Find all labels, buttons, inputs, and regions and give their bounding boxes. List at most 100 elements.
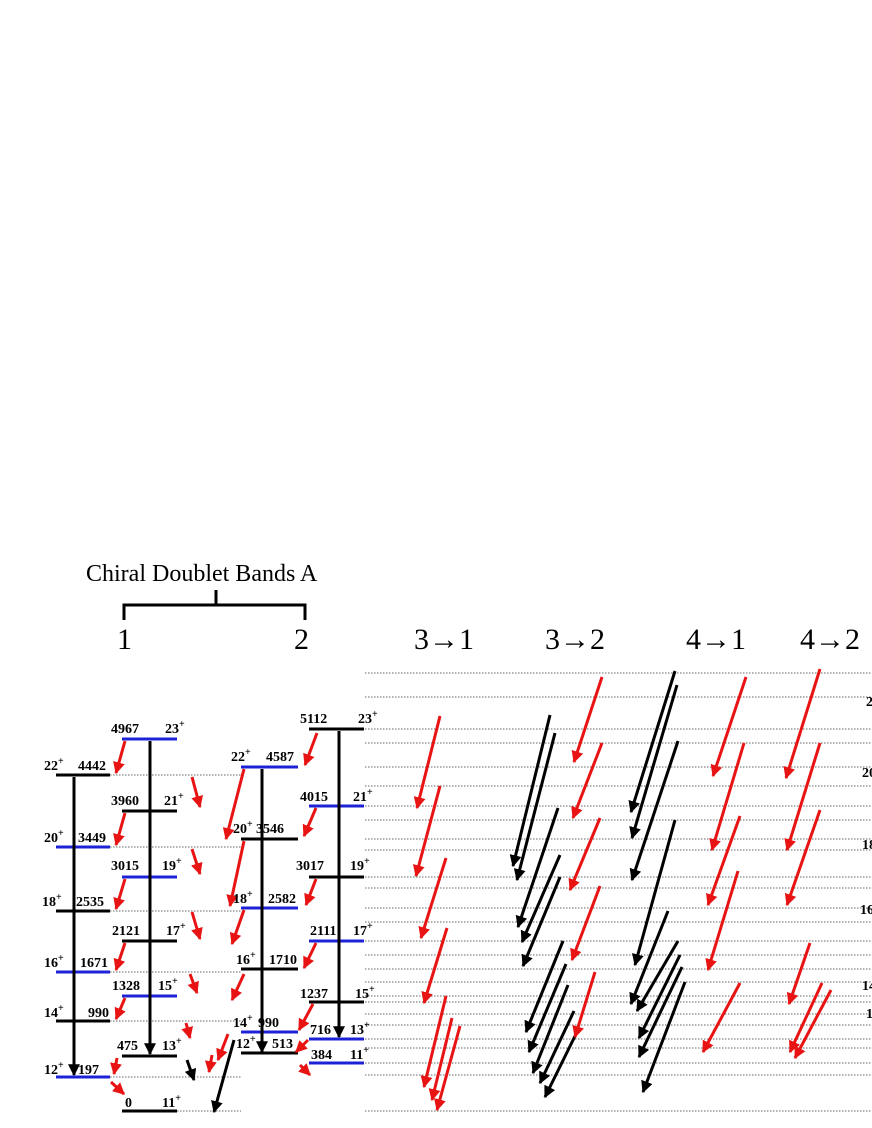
m1-transition-arrow	[114, 997, 127, 1021]
band2-spin-label: 22+	[231, 747, 251, 765]
m1-transition-arrow	[705, 870, 740, 972]
m1-transition-arrow	[113, 740, 127, 775]
band2-spin-label: 23+	[358, 709, 378, 727]
m1-transition-arrow	[187, 973, 199, 995]
transition-label-3-to-2: 3→2	[545, 623, 605, 656]
band2-energy-label: 2582	[268, 892, 296, 907]
transition-label-4-to-1: 4→1	[686, 623, 746, 656]
m1-transition-arrow	[413, 715, 442, 810]
band2-energy-label: 3017	[296, 859, 324, 874]
band2-energy-label: 384	[311, 1048, 332, 1063]
e2-transition-arrow	[520, 854, 562, 944]
band1-spin-label: 23+	[165, 719, 185, 737]
e2-transition-arrow	[513, 732, 557, 882]
band1-spin-label: 22+	[44, 756, 64, 774]
m1-transition-arrow	[226, 840, 246, 908]
m1-transition-arrow	[786, 942, 812, 1006]
m1-transition-arrow	[420, 995, 448, 1089]
e2-transition-arrow	[538, 1010, 576, 1085]
band1-energy-label: 1671	[80, 956, 108, 971]
band2-energy-label: 4015	[300, 790, 328, 805]
band1-spin-label: 17+	[166, 921, 186, 939]
band1-energy-label: 3015	[111, 859, 139, 874]
m1-transition-arrow	[190, 848, 203, 876]
band2-spin-label: 16+	[236, 950, 256, 968]
m1-transition-arrow	[109, 1080, 126, 1096]
m1-transition-arrow	[788, 982, 824, 1054]
diagram-title: Chiral Doublet Bands A	[86, 561, 318, 587]
band2-energy-label: 3546	[256, 822, 284, 837]
doublet-bracket	[122, 590, 307, 620]
m1-transition-arrow	[216, 1033, 230, 1062]
band-label-2: 2	[294, 623, 309, 656]
m1-transition-arrow	[571, 676, 604, 764]
m1-transition-arrow	[113, 878, 127, 911]
band2-energy-label: 2111	[310, 924, 336, 939]
band1-energy-label: 4442	[78, 759, 106, 774]
band2-spin-label: 13+	[350, 1020, 370, 1038]
m1-transition-arrow	[709, 742, 746, 852]
e2-transition-arrow	[521, 876, 562, 968]
m1-transition-arrow	[434, 1025, 462, 1112]
e2-transition-arrow	[629, 910, 670, 1006]
e2-transition-arrow	[637, 966, 684, 1059]
m1-transition-arrow	[181, 1022, 194, 1040]
m1-transition-arrow	[113, 812, 127, 847]
band1-spin-label: 16+	[44, 953, 64, 971]
band2-spin-label: 11+	[350, 1045, 369, 1063]
m1-transition-arrow	[190, 911, 203, 941]
m1-transition-arrow	[421, 927, 449, 1005]
energy-guide-lines	[110, 672, 872, 1112]
e2-transition-arrow	[629, 740, 680, 882]
band1-energy-label: 4967	[111, 722, 139, 737]
band1-spin-label: 21+	[164, 791, 184, 809]
m1-transition-arrow	[304, 878, 318, 907]
band1-spin-label: 20+	[44, 828, 64, 846]
cut-label: 16	[860, 903, 872, 918]
band2-spin-label: 14+	[233, 1013, 253, 1031]
m1-transition-arrow	[204, 1054, 217, 1074]
band1-energy-label: 2121	[112, 924, 140, 939]
band2-energy-label: 990	[258, 1016, 279, 1031]
band1-energy-label: 475	[117, 1039, 138, 1054]
m1-transition-arrow	[710, 676, 748, 778]
band2-energy-label: 513	[272, 1037, 293, 1052]
m1-transition-arrow	[294, 1038, 310, 1054]
m1-transition-arrow	[230, 973, 246, 1002]
band1-spin-label: 19+	[162, 856, 182, 874]
e2-transition-arrow	[629, 684, 679, 840]
cut-label: 14	[862, 979, 872, 994]
cut-label: 2	[866, 695, 872, 710]
m1-transition-arrow	[297, 1003, 315, 1032]
e2-transition-arrow	[527, 963, 568, 1054]
m1-transition-arrow	[110, 1057, 122, 1076]
m1-transition-arrow	[190, 776, 204, 809]
m1-transition-arrow	[793, 989, 833, 1060]
band1-spin-label: 12+	[44, 1060, 64, 1078]
e2-transition-arrow	[543, 1031, 579, 1099]
band1-spin-label: 15+	[158, 976, 178, 994]
band2-spin-label: 18+	[233, 889, 253, 907]
band2-energy-label: 1237	[300, 987, 328, 1002]
band2-spin-label: 12+	[236, 1034, 256, 1052]
e2-transition-arrow	[509, 714, 552, 868]
band1-spin-label: 11+	[162, 1093, 181, 1111]
m1-transition-arrow	[784, 742, 822, 852]
band-label-1: 1	[117, 623, 132, 656]
m1-transition-arrow	[298, 1063, 312, 1077]
e2-transition-arrow	[184, 1059, 197, 1082]
band1-energy-label: 990	[88, 1006, 109, 1021]
cut-label: 1	[866, 1007, 872, 1022]
transition-arrows	[68, 668, 833, 1114]
band1-energy-label: 2535	[76, 895, 104, 910]
e2-transition-arrow	[635, 940, 680, 1013]
e2-transition-arrow	[632, 819, 677, 967]
transition-label-3-to-1: 3→1	[414, 623, 474, 656]
m1-transition-arrow	[784, 809, 822, 907]
band1-spin-label: 14+	[44, 1003, 64, 1021]
band1-energy-label: 3449	[78, 831, 106, 846]
m1-transition-arrow	[222, 768, 246, 841]
e2-transition-arrow	[628, 670, 677, 814]
band2-spin-label: 21+	[353, 787, 373, 805]
